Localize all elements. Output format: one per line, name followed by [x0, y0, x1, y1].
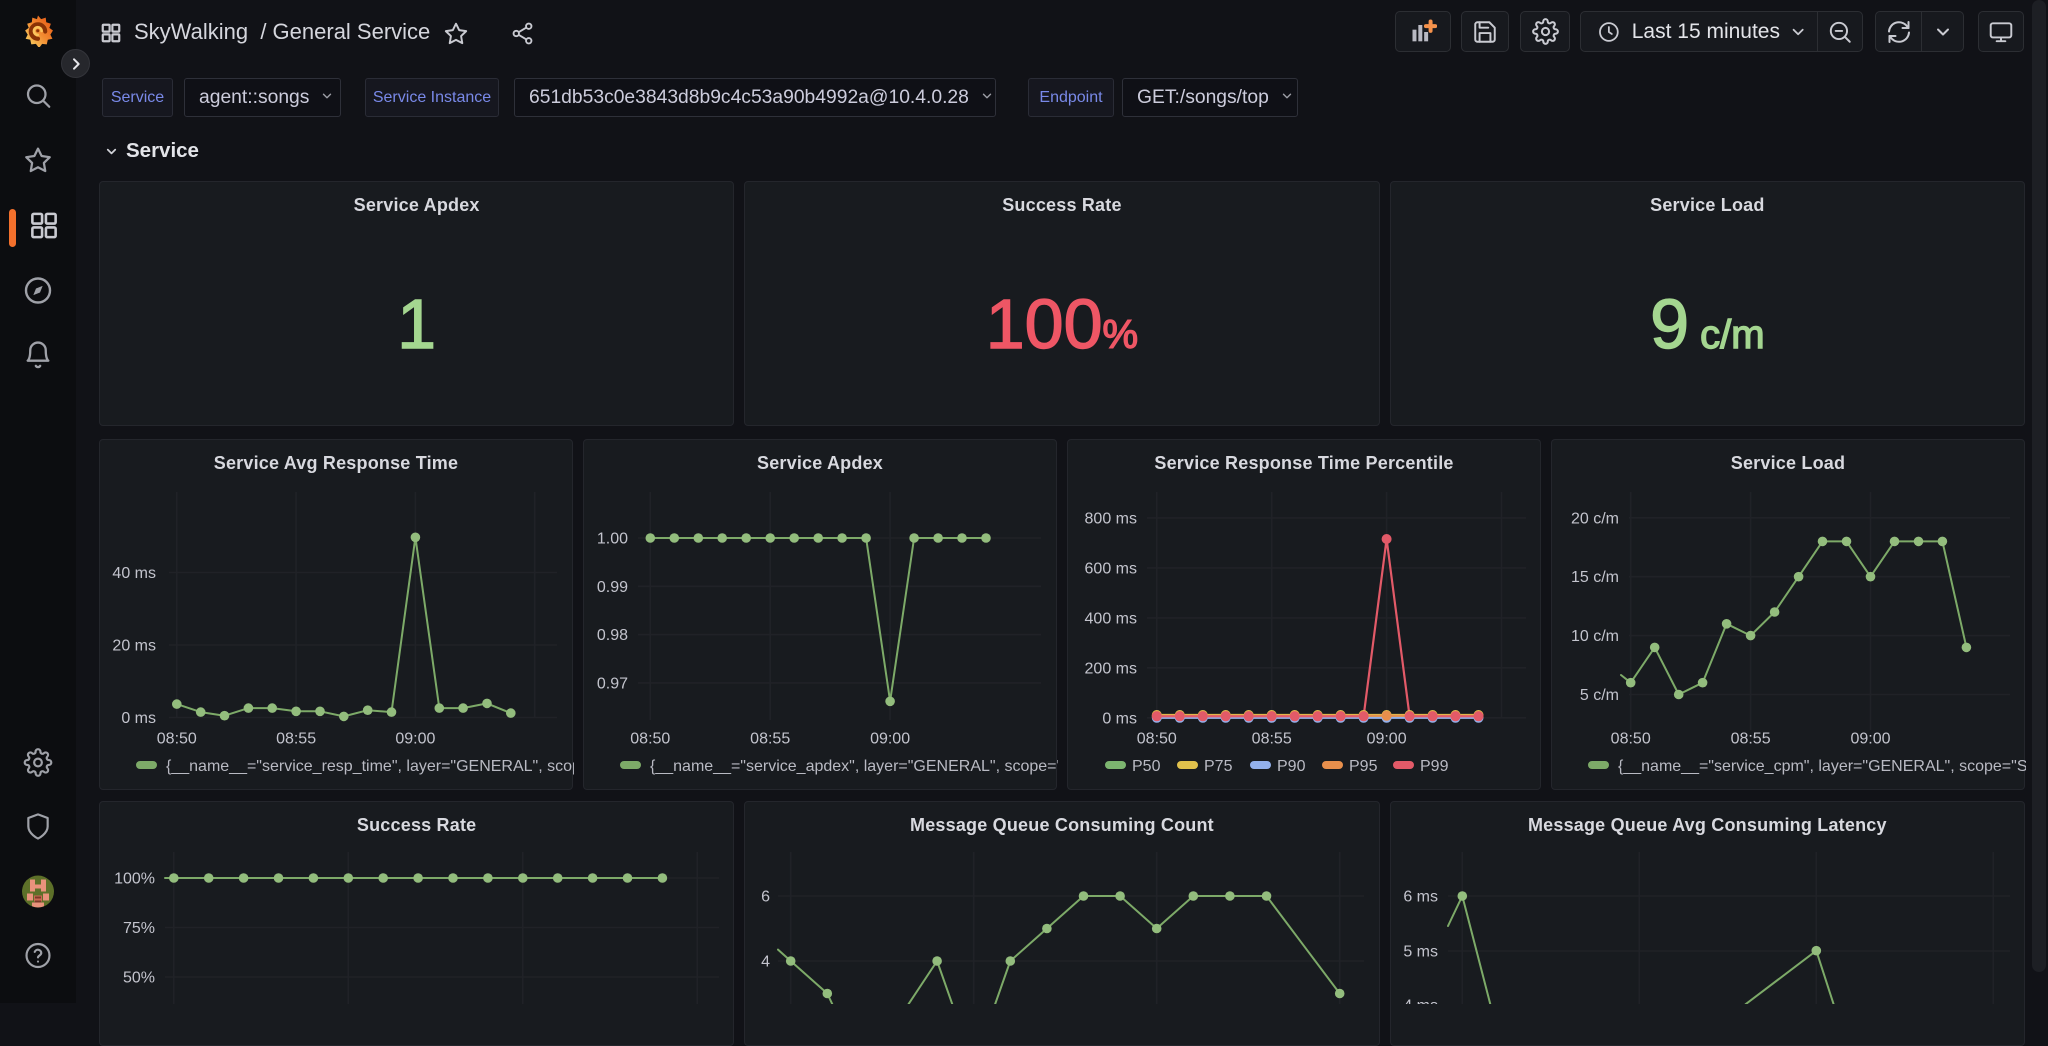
svg-text:08:50: 08:50	[630, 731, 670, 748]
svg-text:20 ms: 20 ms	[112, 638, 156, 655]
svg-text:09:00: 09:00	[870, 731, 910, 748]
svg-text:08:55: 08:55	[276, 731, 316, 748]
svg-text:P75: P75	[1204, 758, 1233, 775]
svg-text:0 ms: 0 ms	[1102, 710, 1137, 727]
svg-text:4: 4	[761, 954, 770, 971]
svg-text:0 ms: 0 ms	[121, 710, 156, 727]
svg-text:08:50: 08:50	[157, 731, 197, 748]
svg-text:75%: 75%	[123, 920, 155, 937]
svg-text:{__name__="service_resp_time",: {__name__="service_resp_time", layer="GE…	[166, 758, 574, 775]
svg-text:08:50: 08:50	[1611, 731, 1651, 748]
svg-text:08:50: 08:50	[1137, 731, 1177, 748]
svg-text:0.98: 0.98	[597, 627, 628, 644]
svg-text:800 ms: 800 ms	[1085, 510, 1137, 527]
svg-text:08:55: 08:55	[1731, 731, 1771, 748]
svg-text:09:00: 09:00	[395, 731, 435, 748]
svg-text:09:00: 09:00	[1367, 731, 1407, 748]
svg-text:09:00: 09:00	[1850, 731, 1890, 748]
svg-text:0.97: 0.97	[597, 675, 628, 692]
svg-text:4 ms: 4 ms	[1403, 998, 1438, 1005]
svg-text:600 ms: 600 ms	[1085, 560, 1137, 577]
svg-text:50%: 50%	[123, 970, 155, 987]
svg-text:6: 6	[761, 889, 770, 906]
svg-text:20 c/m: 20 c/m	[1571, 510, 1619, 527]
svg-text:6 ms: 6 ms	[1403, 889, 1438, 906]
svg-text:200 ms: 200 ms	[1085, 660, 1137, 677]
svg-text:15 c/m: 15 c/m	[1571, 569, 1619, 586]
svg-text:5 ms: 5 ms	[1403, 944, 1438, 961]
svg-text:100%: 100%	[114, 871, 155, 888]
svg-text:{__name__="service_apdex", lay: {__name__="service_apdex", layer="GENERA…	[650, 758, 1058, 775]
svg-text:P95: P95	[1349, 758, 1378, 775]
svg-text:5 c/m: 5 c/m	[1580, 687, 1619, 704]
svg-text:{__name__="service_cpm", layer: {__name__="service_cpm", layer="GENERAL"…	[1618, 758, 2026, 775]
svg-text:400 ms: 400 ms	[1085, 610, 1137, 627]
svg-text:P90: P90	[1277, 758, 1306, 775]
svg-text:40 ms: 40 ms	[112, 565, 156, 582]
svg-text:10 c/m: 10 c/m	[1571, 628, 1619, 645]
svg-text:08:55: 08:55	[1252, 731, 1292, 748]
svg-text:08:55: 08:55	[750, 731, 790, 748]
svg-text:0.99: 0.99	[597, 579, 628, 596]
svg-text:P50: P50	[1132, 758, 1161, 775]
svg-text:1.00: 1.00	[597, 531, 628, 548]
svg-text:P99: P99	[1420, 758, 1449, 775]
